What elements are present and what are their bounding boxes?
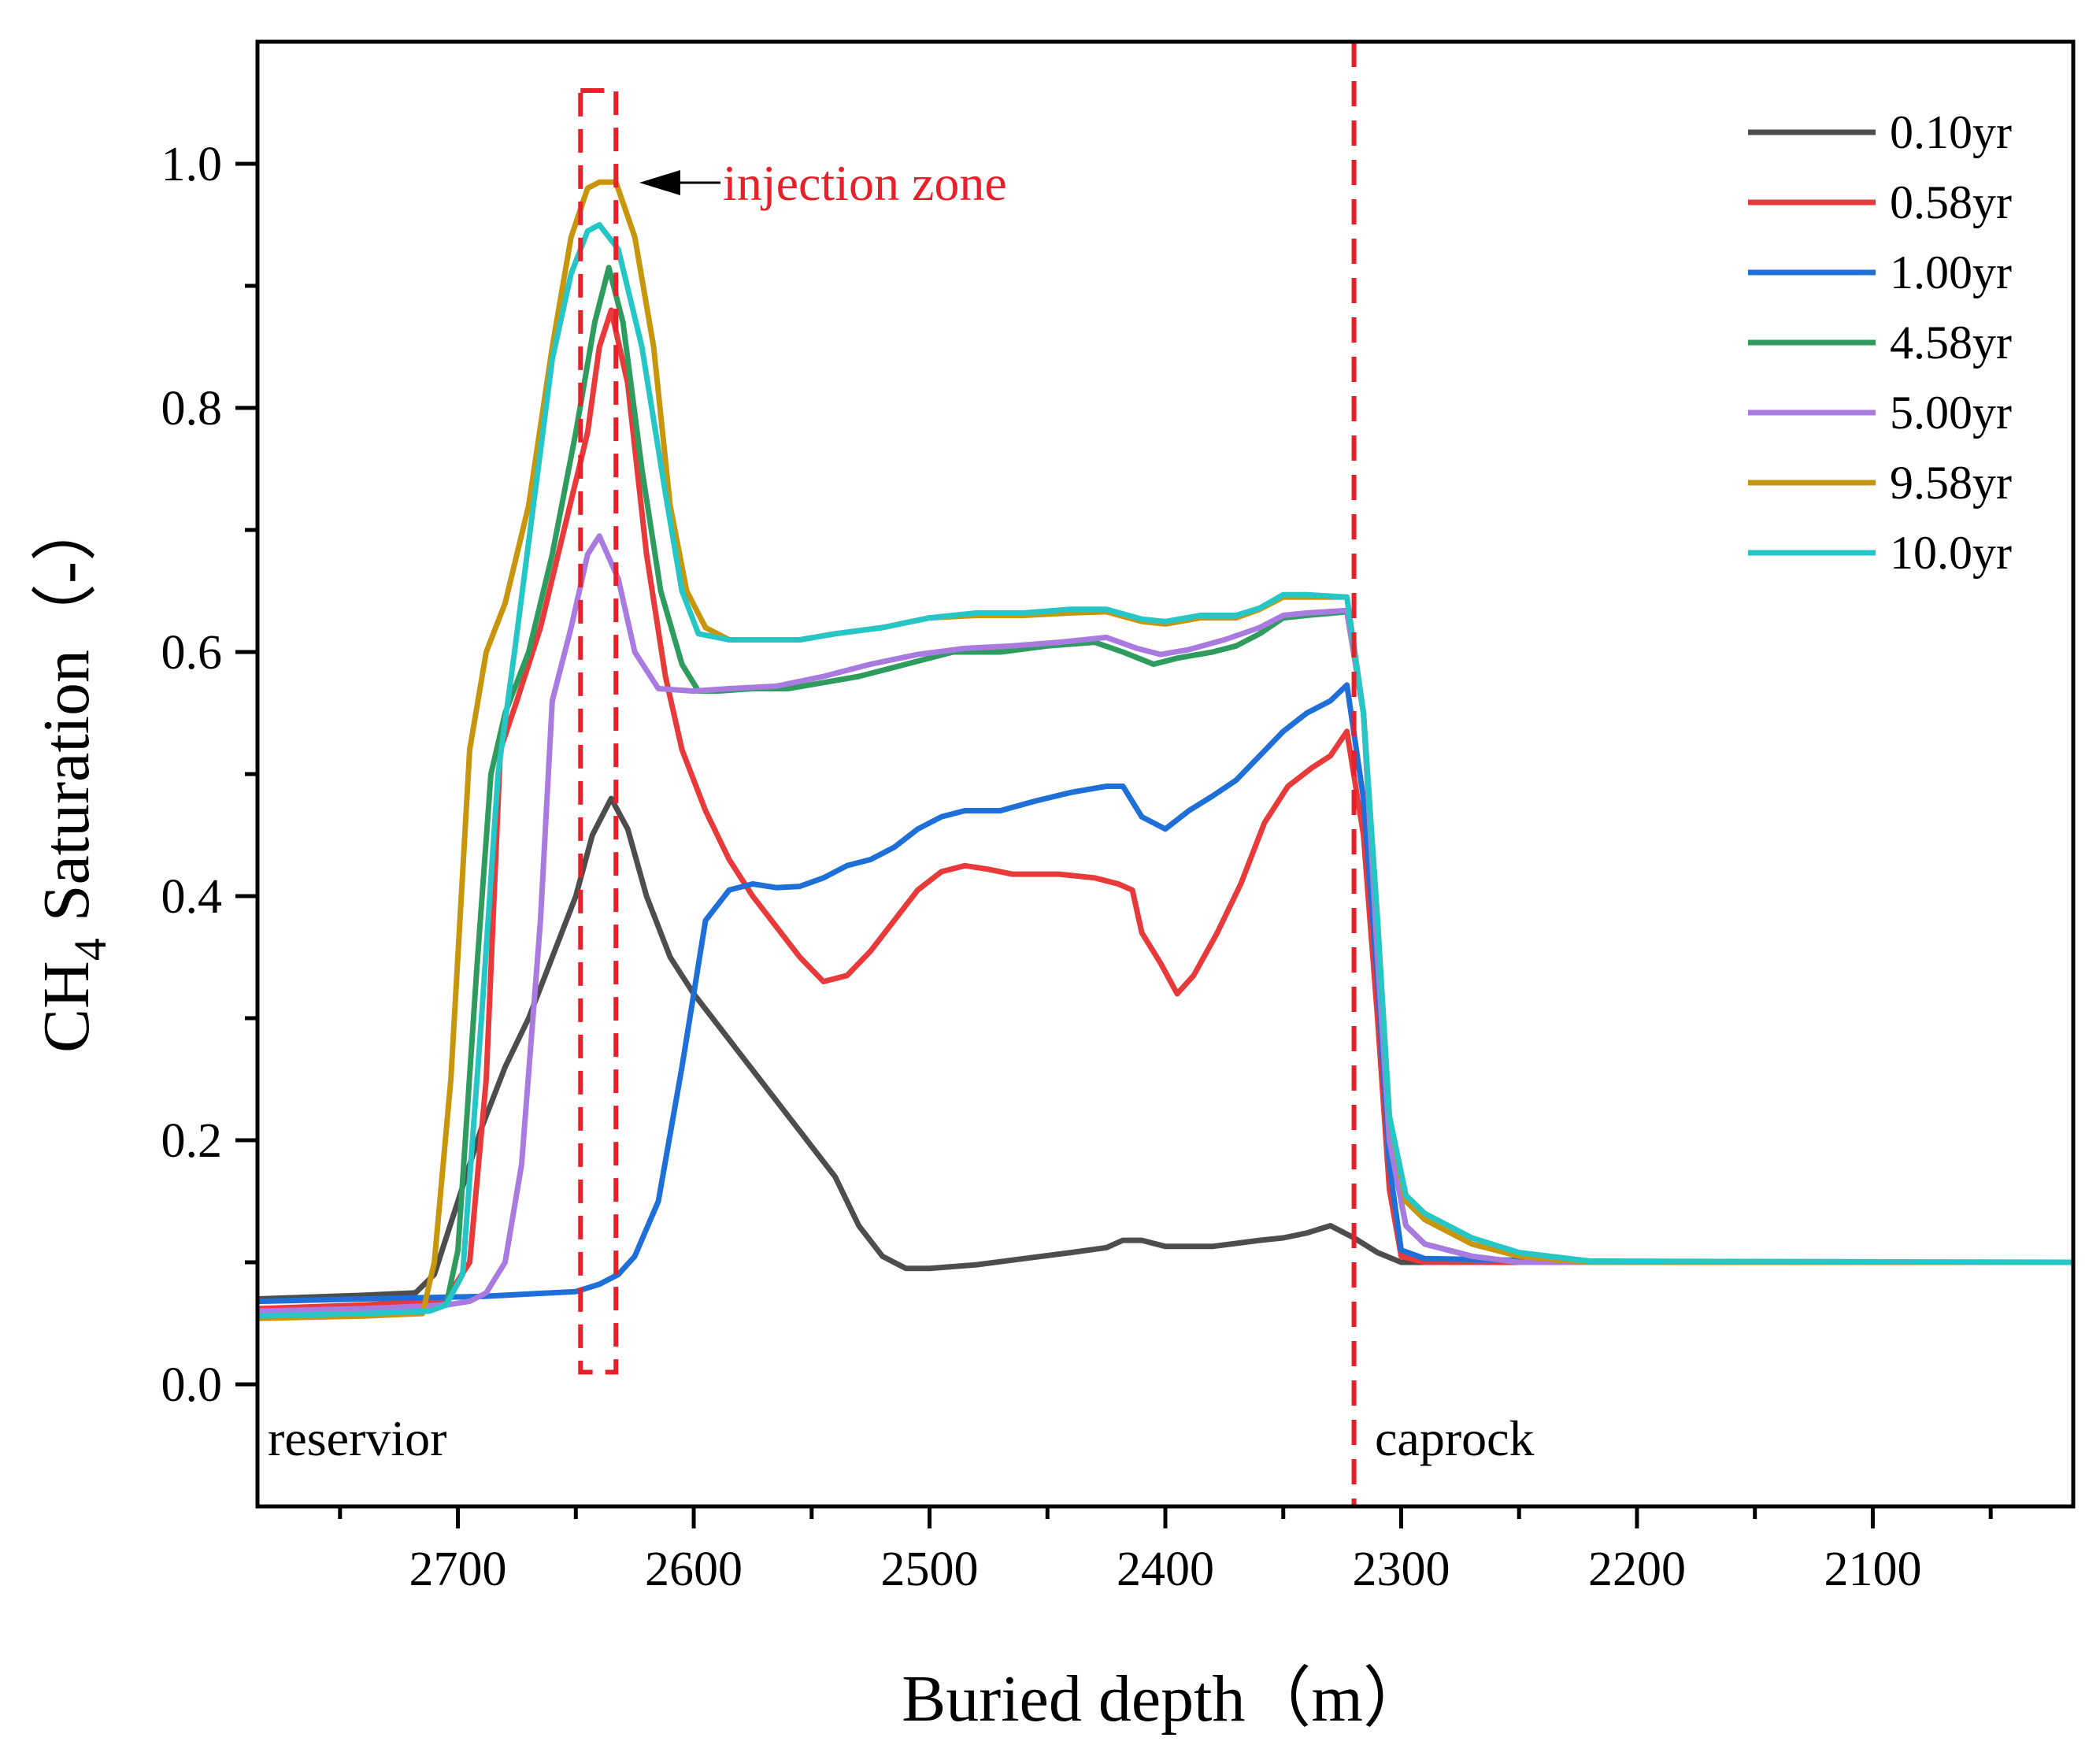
plot-frame [255,39,2076,1509]
series-line-6 [257,222,2074,1319]
injection-zone-box [578,88,619,1375]
y-tick-label: 0.6 [161,626,223,680]
y-tick-label: 1.0 [161,138,223,191]
legend-label-6: 10.0yr [1890,527,2012,579]
legend-label-5: 9.58yr [1890,457,2012,509]
x-tick-label: 2300 [1352,1543,1450,1596]
legend-label-1: 0.58yr [1890,176,2012,228]
y-axis-title-subscript: 4 [65,938,116,961]
y-tick-label: 0.2 [161,1114,223,1168]
y-axis-title-main: CH [30,961,103,1053]
series-line-5 [257,179,2073,1321]
plot-series [257,179,2074,1321]
x-axis-title: Buried depth（m） [902,1662,1429,1736]
x-tick-label: 2500 [881,1543,979,1596]
x-axis-ticks: 2700 2600 2500 2400 2300 2200 2100 [338,1506,1993,1596]
y-tick-label: 0.4 [161,870,223,924]
y-tick-label: 0.8 [161,382,223,435]
caprock-label: caprock [1375,1410,1535,1466]
y-axis-title-rest: Saturation（-） [30,495,103,938]
x-tick-label: 2700 [409,1543,507,1596]
y-axis-title: CH4 Saturation（-） [30,495,116,1053]
legend-label-4: 5.00yr [1890,387,2012,439]
x-tick-label: 2400 [1117,1543,1214,1596]
y-axis-ticks: 0.0 0.2 0.4 0.6 0.8 1.0 [161,138,257,1412]
y-tick-label: 0.0 [161,1358,223,1412]
x-tick-label: 2100 [1824,1543,1921,1596]
series-line-1 [257,307,2073,1312]
x-tick-label: 2200 [1588,1543,1686,1596]
legend-label-2: 1.00yr [1890,246,2012,298]
x-tick-label: 2600 [645,1543,743,1596]
injection-zone-label: injection zone [723,155,1007,211]
series-line-3 [257,265,2073,1317]
series-line-2 [257,682,2073,1305]
legend: 0.10yr 0.58yr 1.00yr 4.58yr 5.00yr 9.58yr 10.0… [1748,106,2012,579]
legend-label-3: 4.58yr [1890,317,2012,369]
injection-arrow-head [639,170,680,195]
legend-label-0: 0.10yr [1890,106,2012,158]
reservoir-label: reservior [268,1410,446,1466]
annotation-layer: injection zone reservior caprock [268,42,1535,1506]
